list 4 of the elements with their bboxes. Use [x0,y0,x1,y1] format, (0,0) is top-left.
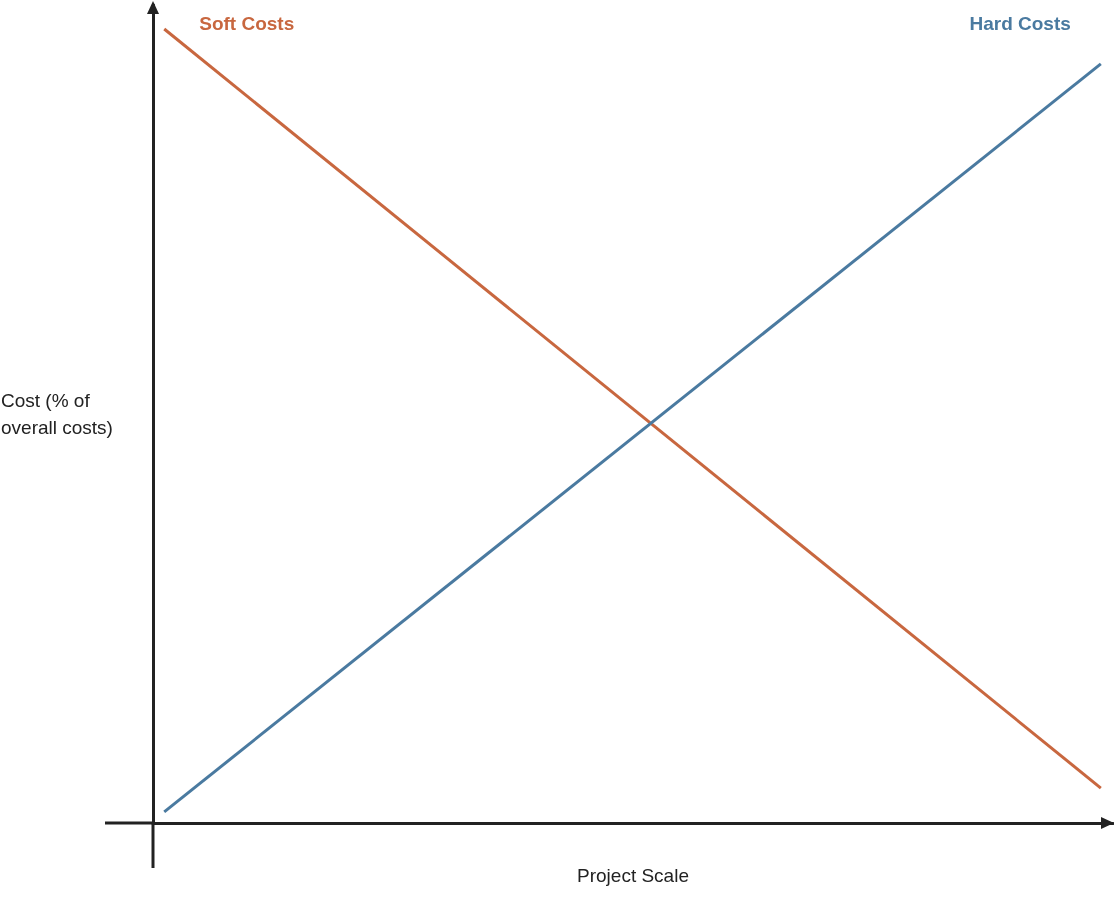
text: Hard Costs [969,13,1071,35]
y-axis-title: Cost (% of overall costs) [1,390,113,438]
series-label: Soft Costs [199,12,295,34]
x-axis-title: Project Scale [577,864,689,886]
